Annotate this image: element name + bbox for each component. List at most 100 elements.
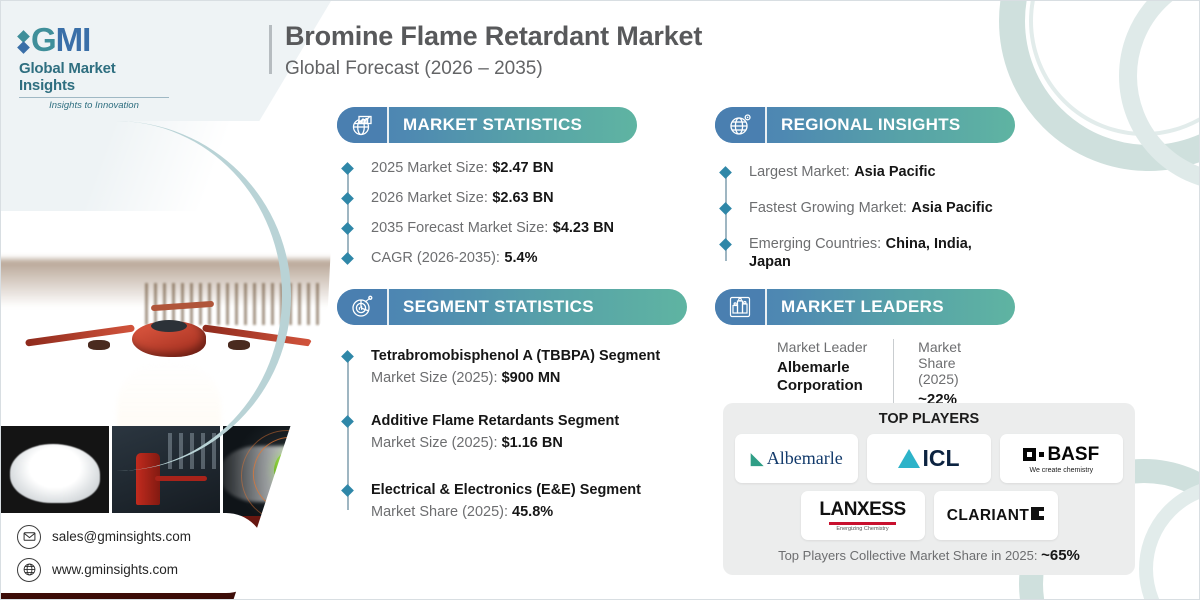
title-block: Bromine Flame Retardant Market Global Fo… [269,21,702,80]
player-logo-albemarle[interactable]: ◣ Albemarle [735,434,859,483]
item-value: $4.23 BN [552,220,615,236]
regional-insights-title: REGIONAL INSIGHTS [781,115,961,134]
firefighting-aircraft-photo [1,151,331,451]
segment-statistics-header[interactable]: SEGMENT STATISTICS [337,289,687,325]
segment-statistics-section: SEGMENT STATISTICS Tetrabromobisphenol A… [337,289,687,520]
clariant-wordmark: CLARIANT [946,506,1045,525]
logo-row-second: LANXESS Energizing Chemistry CLARIANT [735,491,1123,540]
extinguisher-body [135,453,160,506]
page-subtitle: Global Forecast (2026 – 2035) [285,58,543,79]
top-players-logo-grid: ◣ Albemarle ICL BASF [735,434,1123,540]
gmi-logo[interactable]: GMI Global Market Insights Insights to I… [17,23,169,111]
item-label: Market Share (2025): [371,504,509,521]
powder-photo [1,426,109,516]
collective-share-value: ~65% [1041,547,1080,564]
extinguisher-hose [155,476,208,482]
powder-heap [9,444,101,504]
lanxess-red-bar-icon [829,522,896,525]
logo-divider [19,97,169,98]
basf-tagline: We create chemistry [1029,466,1094,474]
item-value: $2.63 BN [492,190,554,206]
player-logo-icl[interactable]: ICL [867,434,991,483]
item-value: Asia Pacific [911,200,993,216]
segment-title: Tetrabromobisphenol A (TBBPA) Segment [371,348,661,364]
market-statistics-list: 2025 Market Size: $2.47 BN 2026 Market S… [337,159,637,267]
list-item: 2025 Market Size: $2.47 BN [371,159,637,177]
item-label: Market Size (2025): [371,435,498,452]
contact-email: sales@gminsights.com [52,529,192,544]
icl-triangle-icon [898,449,921,468]
item-label: Emerging Countries: [749,236,882,252]
market-leaders-header[interactable]: MARKET LEADERS [715,289,1015,325]
list-item: Emerging Countries: China, India, Japan [749,235,1015,271]
market-statistics-header[interactable]: MARKET STATISTICS [337,107,637,143]
logo-row-first: ◣ Albemarle ICL BASF [735,434,1123,483]
player-logo-lanxess[interactable]: LANXESS Energizing Chemistry [800,491,925,540]
market-leaders-section: MARKET LEADERS Market Leader Albemarle C… [715,289,1015,409]
item-label: Largest Market: [749,164,850,180]
cockpit-canopy [150,319,188,333]
item-label: Market Size (2025): [371,370,498,387]
regional-insights-header[interactable]: REGIONAL INSIGHTS [715,107,1015,143]
basf-top-row: BASF [1023,444,1099,466]
segment-statistics-list: Tetrabromobisphenol A (TBBPA) Segment Ma… [337,347,687,520]
contact-website-row[interactable]: www.gminsights.com [17,557,266,582]
right-engine [227,340,250,351]
market-leader-label: Market Leader [777,339,868,355]
clariant-name: CLARIANT [946,506,1030,524]
market-leaders-title: MARKET LEADERS [781,297,944,316]
top-players-footer: Top Players Collective Market Share in 2… [735,547,1123,564]
logo-company-name: Global Market Insights [19,60,116,94]
basf-name: BASF [1047,443,1100,465]
contact-website: www.gminsights.com [52,562,179,577]
segment-metric: Market Size (2025): $900 MN [371,370,687,386]
segment-metric: Market Size (2025): $1.16 BN [371,435,687,451]
segment-analytics-icon [337,289,389,325]
item-value: $900 MN [501,370,561,387]
segment-title: Electrical & Electronics (E&E) Segment [371,482,641,499]
albemarle-name: Albemarle [766,448,843,468]
plant-background [168,433,218,470]
icl-name: ICL [922,445,960,471]
left-wing [25,324,136,347]
player-logo-basf[interactable]: BASF We create chemistry [999,434,1123,483]
globe-icon [17,557,41,582]
segment-statistics-title: SEGMENT STATISTICS [403,297,594,316]
logo-diamonds-icon [17,28,30,54]
item-value: 45.8% [512,504,554,521]
albemarle-mark-icon: ◣ [750,448,764,468]
logo-mark-row: GMI [17,23,169,56]
item-label: 2026 Market Size: [371,190,488,206]
market-leader-value: Albemarle Corporation [777,359,863,394]
item-label: 2025 Market Size: [371,160,488,176]
item-value: China, India, Japan [749,236,972,270]
albemarle-wordmark: ◣ Albemarle [751,448,843,469]
clariant-block-icon [1031,506,1045,520]
item-value: Asia Pacific [854,164,936,180]
lanxess-tagline: Energizing Chemistry [836,526,889,532]
lanxess-wordmark: LANXESS Energizing Chemistry [819,499,906,532]
market-statistics-section: MARKET STATISTICS 2025 Market Size: $2.4… [337,107,637,267]
segment-metric: Market Share (2025): 45.8% [371,504,687,520]
basf-square-icon [1023,448,1037,461]
regional-insights-section: REGIONAL INSIGHTS Largest Market: Asia P… [715,107,1015,271]
player-logo-clariant[interactable]: CLARIANT [933,491,1058,540]
item-value: $1.16 BN [501,435,563,452]
market-share-label: Market Share (2025) [918,339,961,387]
basf-wordmark: BASF We create chemistry [1023,444,1099,474]
envelope-icon [17,524,41,549]
list-item: Additive Flame Retardants Segment Market… [371,412,687,451]
icl-wordmark: ICL [898,445,960,472]
list-item: CAGR (2026-2035): 5.4% [371,249,637,267]
globe-chart-icon [337,107,389,143]
air-tanker-plane [25,300,313,379]
logo-tagline: Insights to Innovation [49,100,139,111]
list-item: Fastest Growing Market: Asia Pacific [749,199,1015,217]
segment-title: Additive Flame Retardants Segment [371,413,620,430]
item-label: 2035 Forecast Market Size: [371,220,549,236]
contact-panel: sales@gminsights.com www.gminsights.com [1,513,266,593]
list-item: 2026 Market Size: $2.63 BN [371,189,637,207]
list-item: Tetrabromobisphenol A (TBBPA) Segment Ma… [371,347,687,386]
right-wing [202,324,313,347]
contact-email-row[interactable]: sales@gminsights.com [17,524,266,549]
